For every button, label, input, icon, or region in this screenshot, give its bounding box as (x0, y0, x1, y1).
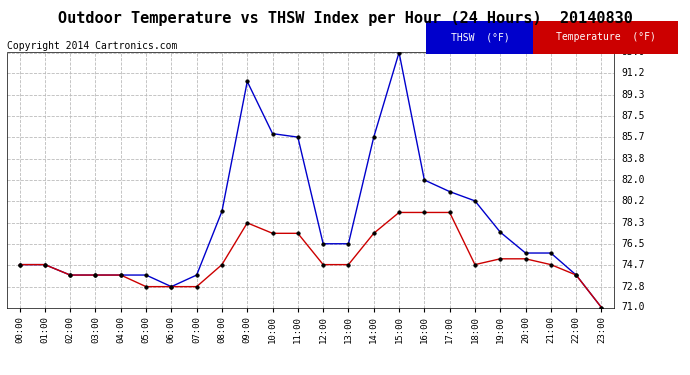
Text: 85.7: 85.7 (621, 132, 644, 142)
Text: 78.3: 78.3 (621, 218, 644, 228)
Text: 72.8: 72.8 (621, 282, 644, 292)
Text: THSW  (°F): THSW (°F) (451, 33, 509, 42)
Text: Copyright 2014 Cartronics.com: Copyright 2014 Cartronics.com (7, 41, 177, 51)
Text: 89.3: 89.3 (621, 90, 644, 101)
Text: 74.7: 74.7 (621, 260, 644, 270)
Text: 71.0: 71.0 (621, 303, 644, 312)
Text: 83.8: 83.8 (621, 154, 644, 164)
Text: Temperature  (°F): Temperature (°F) (556, 33, 655, 42)
Text: 91.2: 91.2 (621, 68, 644, 78)
Text: 93.0: 93.0 (621, 48, 644, 57)
Text: Outdoor Temperature vs THSW Index per Hour (24 Hours)  20140830: Outdoor Temperature vs THSW Index per Ho… (57, 11, 633, 26)
Text: 76.5: 76.5 (621, 239, 644, 249)
Text: 80.2: 80.2 (621, 196, 644, 206)
Text: 82.0: 82.0 (621, 175, 644, 185)
Text: 87.5: 87.5 (621, 111, 644, 121)
